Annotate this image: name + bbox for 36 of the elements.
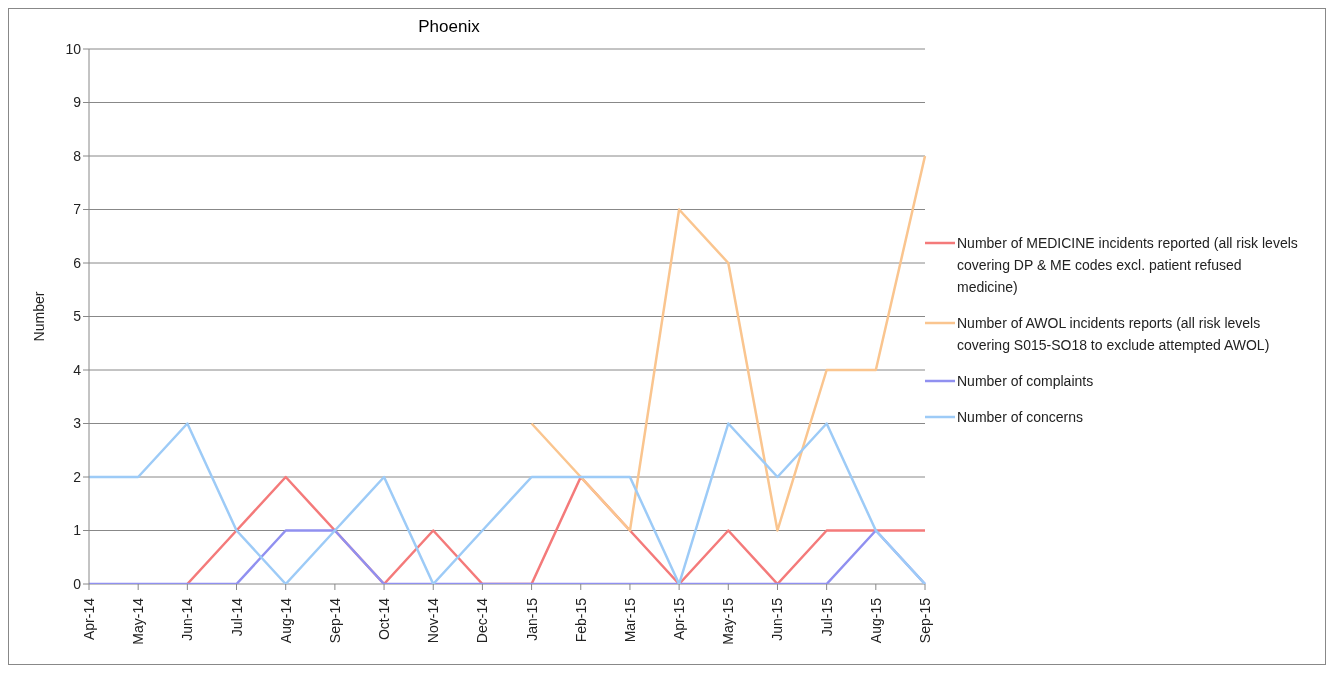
x-tick-label: Aug-14 bbox=[277, 597, 294, 644]
legend-label: Number of MEDICINE incidents reported (all risk levels covering DP & ME codes excl. patient refused medicine) bbox=[957, 233, 1299, 297]
y-tick-label: 10 bbox=[65, 40, 82, 57]
y-tick-label: 6 bbox=[73, 254, 82, 271]
x-tick-label: Apr-15 bbox=[671, 597, 688, 641]
legend-label: Number of complaints bbox=[957, 371, 1094, 391]
y-tick-label: 5 bbox=[73, 308, 82, 325]
x-tick-label: May-14 bbox=[130, 597, 147, 645]
y-tick-label: 0 bbox=[73, 575, 82, 592]
x-tick-label: Dec-14 bbox=[474, 597, 491, 644]
x-tick-label: Jul-15 bbox=[818, 597, 835, 637]
line-series bbox=[530, 154, 927, 532]
x-tick-label: Jun-14 bbox=[179, 597, 196, 641]
x-tick-label: Aug-15 bbox=[867, 597, 884, 644]
y-tick-label: 3 bbox=[73, 415, 82, 432]
y-tick-label: 1 bbox=[73, 522, 82, 539]
legend-label: Number of concerns bbox=[957, 407, 1084, 427]
x-tick-label: Mar-15 bbox=[621, 597, 638, 643]
x-tick-label: Jun-15 bbox=[769, 597, 786, 641]
y-tick-label: 4 bbox=[73, 361, 82, 378]
x-tick-label: May-15 bbox=[720, 597, 737, 645]
x-tick-label: Feb-15 bbox=[572, 597, 589, 643]
x-tick-label: Jul-14 bbox=[228, 597, 245, 637]
y-tick-label: 9 bbox=[73, 94, 82, 111]
y-tick-label: 7 bbox=[73, 201, 82, 218]
x-tick-label: Sep-15 bbox=[917, 597, 933, 644]
y-axis-title: Number bbox=[30, 291, 47, 342]
x-tick-label: Apr-14 bbox=[81, 597, 97, 641]
y-tick-label: 8 bbox=[73, 147, 82, 164]
x-tick-label: Nov-14 bbox=[425, 597, 442, 644]
y-tick-label: 2 bbox=[73, 468, 82, 485]
legend-label: Number of AWOL incidents reports (all risk levels covering S015-SO18 to exclude attempted AWOL) bbox=[957, 313, 1271, 355]
x-tick-label: Sep-14 bbox=[326, 597, 343, 644]
x-tick-label: Jan-15 bbox=[523, 597, 540, 641]
chart-title: Phoenix bbox=[417, 17, 481, 37]
x-tick-label: Oct-14 bbox=[376, 597, 393, 641]
